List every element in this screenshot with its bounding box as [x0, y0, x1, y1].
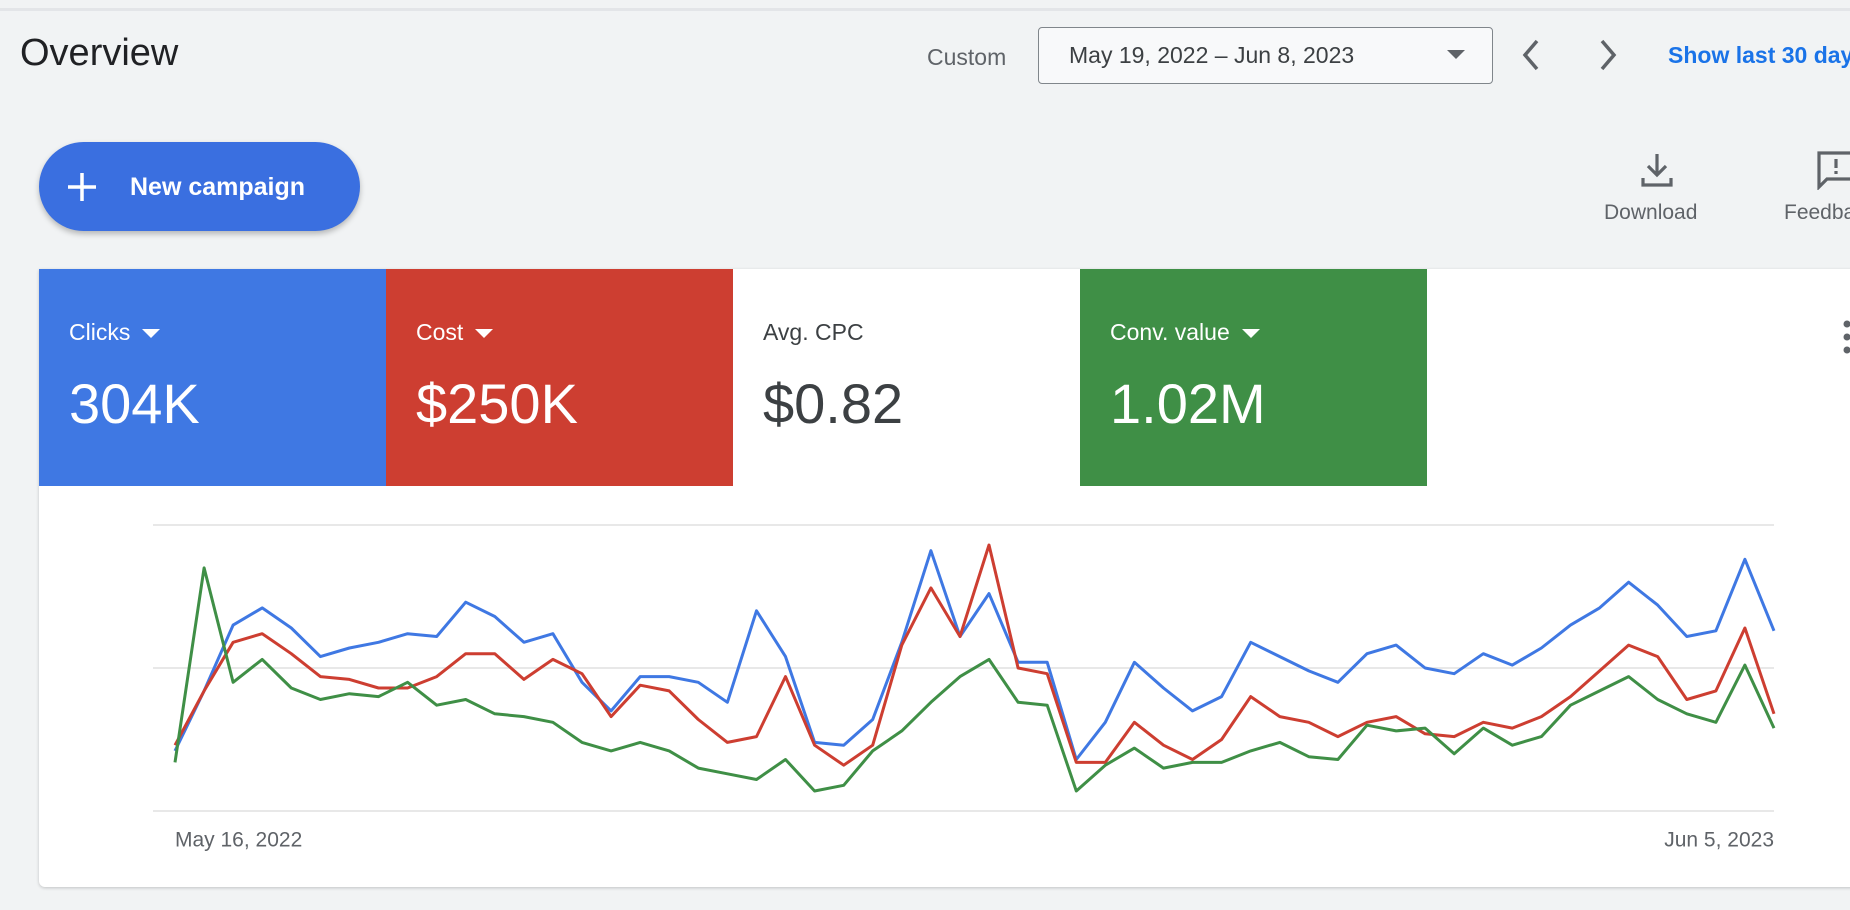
- feedback-label[interactable]: Feedback: [1784, 201, 1850, 224]
- show-last-link[interactable]: Show last 30 days: [1668, 42, 1850, 68]
- metric-label: Avg. CPC: [763, 319, 864, 345]
- metric-name: Clicks: [69, 319, 131, 345]
- metric-card[interactable]: Cost $250K: [386, 269, 733, 486]
- metric-card: Avg. CPC $0.82: [733, 269, 1080, 486]
- download-icon[interactable]: [1640, 152, 1674, 188]
- date-range-dropdown[interactable]: May 19, 2022 – Jun 8, 2023: [1038, 27, 1493, 84]
- metric-card[interactable]: Conv. value 1.02M: [1080, 269, 1427, 486]
- plus-icon: [68, 173, 96, 201]
- new-campaign-label: New campaign: [130, 173, 306, 201]
- metric-label: Conv. value: [1110, 319, 1260, 346]
- top-border: [0, 8, 1850, 11]
- next-button[interactable]: [1597, 38, 1619, 72]
- more-menu[interactable]: [1840, 320, 1850, 354]
- metric-label: Clicks: [69, 319, 161, 346]
- metric-card[interactable]: Clicks 304K: [39, 269, 386, 486]
- metric-caret: [475, 328, 494, 338]
- metric-value: $0.82: [763, 372, 904, 435]
- metric-value: 1.02M: [1110, 372, 1266, 435]
- date-range-text: May 19, 2022 – Jun 8, 2023: [1069, 42, 1355, 68]
- feedback-icon[interactable]: [1816, 150, 1850, 190]
- prev-button[interactable]: [1520, 38, 1542, 72]
- page-title: Overview: [20, 32, 179, 74]
- metric-name: Cost: [416, 319, 464, 345]
- dropdown-caret: [1447, 50, 1465, 59]
- metric-caret: [142, 328, 161, 338]
- metric-name: Conv. value: [1110, 319, 1230, 345]
- range-label: Custom: [927, 44, 1007, 70]
- download-label[interactable]: Download: [1604, 201, 1698, 224]
- new-campaign-button[interactable]: New campaign: [39, 142, 360, 231]
- metric-label: Cost: [416, 319, 494, 346]
- metric-value: $250K: [416, 372, 578, 435]
- metric-caret: [1241, 328, 1260, 338]
- metric-value: 304K: [69, 372, 200, 435]
